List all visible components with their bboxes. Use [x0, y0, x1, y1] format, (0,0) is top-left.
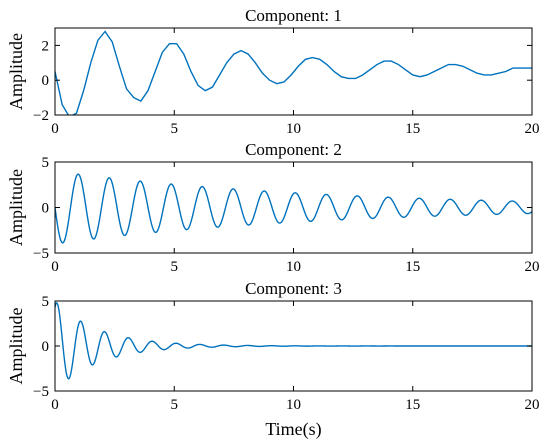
y-axis-label-2: Amplitude [6, 169, 26, 246]
series-line-1 [55, 30, 532, 115]
x-tick-label: 0 [51, 397, 59, 413]
x-tick-label: 10 [286, 259, 301, 275]
axes-box-2 [54, 161, 533, 254]
y-tick-label: −5 [33, 246, 49, 262]
x-tick-label: 15 [405, 121, 420, 137]
x-tick-label: 10 [286, 397, 301, 413]
y-tick-label: −5 [33, 384, 49, 400]
y-tick-label: 0 [42, 201, 50, 217]
chart-title-3: Component: 3 [245, 279, 342, 298]
x-tick-label: 5 [171, 397, 179, 413]
x-tick-label: 20 [525, 259, 540, 275]
y-tick-label: −2 [33, 108, 49, 124]
y-tick-label: 5 [42, 294, 50, 310]
series-line-2 [55, 173, 532, 244]
x-tick-label: 20 [525, 121, 540, 137]
x-tick-label: 0 [51, 121, 59, 137]
chart-title-2: Component: 2 [245, 140, 342, 159]
y-tick-label: 5 [42, 155, 50, 171]
x-tick-label: 15 [405, 397, 420, 413]
y-tick-label: 0 [42, 73, 50, 89]
x-axis-label: Time(s) [265, 419, 321, 440]
y-tick-label: 0 [42, 339, 50, 355]
x-tick-label: 5 [171, 121, 179, 137]
series-line-3 [55, 301, 532, 380]
x-tick-label: 0 [51, 259, 59, 275]
x-tick-label: 10 [286, 121, 301, 137]
chart-title-1: Component: 1 [245, 6, 342, 25]
x-tick-label: 5 [171, 259, 179, 275]
y-axis-label-1: Amplitude [6, 33, 26, 110]
y-axis-label-3: Amplitude [6, 307, 26, 384]
x-tick-label: 20 [525, 397, 540, 413]
x-tick-label: 15 [405, 259, 420, 275]
y-tick-label: 2 [42, 38, 50, 54]
